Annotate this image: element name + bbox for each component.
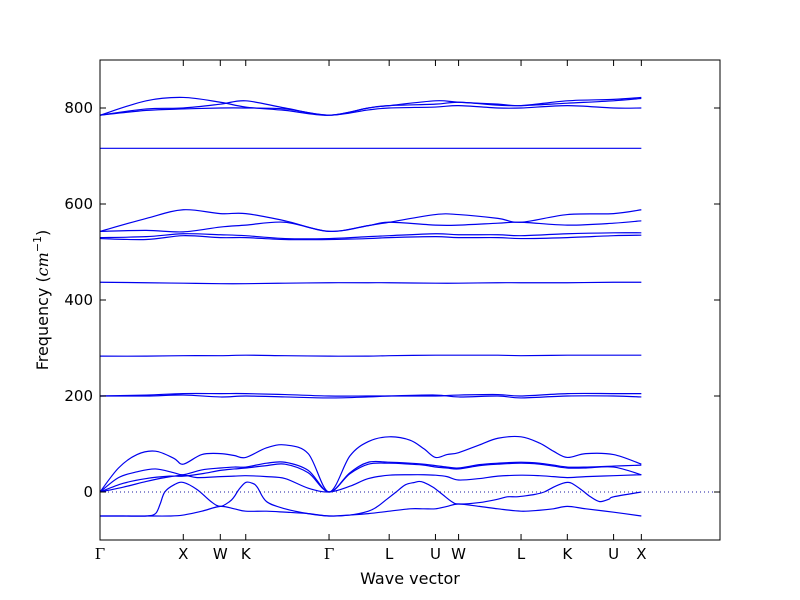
branch-13: [99, 232, 642, 240]
y-tick-label: 0: [83, 483, 93, 501]
x-tick-label: X: [178, 545, 188, 563]
y-tick-label: 800: [64, 99, 93, 117]
y-axis-title: Frequency (cm−1): [31, 230, 52, 371]
branch-11: [99, 209, 642, 233]
branch-9: [99, 354, 642, 357]
series-layer: [99, 96, 642, 517]
x-tick-label: Γ: [324, 545, 334, 563]
x-tick-label: X: [636, 545, 646, 563]
y-tick-label: 400: [64, 291, 93, 309]
x-tick-label: W: [213, 545, 228, 563]
branch-14: [99, 234, 642, 241]
x-axis-title: Wave vector: [360, 569, 460, 588]
branch-8: [99, 394, 642, 399]
branch-18: [99, 104, 642, 116]
y-tick-label: 200: [64, 387, 93, 405]
x-tick-label: W: [451, 545, 466, 563]
x-tick-label: U: [430, 545, 441, 563]
x-tick-label: L: [385, 545, 394, 563]
branch-1: [99, 435, 642, 493]
y-axis-title-unit-exponent: −1: [31, 236, 44, 252]
branch-6: [99, 503, 642, 517]
branch-10: [99, 281, 642, 285]
y-ticks: 0 200 400 600 800: [64, 99, 720, 501]
branch-3: [99, 462, 642, 493]
x-tick-label: U: [608, 545, 619, 563]
y-tick-label: 600: [64, 195, 93, 213]
x-tick-label: K: [562, 545, 573, 563]
x-tick-label: K: [241, 545, 252, 563]
y-axis-title-unit: cm: [33, 252, 52, 276]
plot-background: [100, 60, 720, 540]
x-tick-label: L: [517, 545, 526, 563]
branch-17: [99, 97, 642, 116]
x-tick-label: Γ: [95, 545, 105, 563]
branch-4: [99, 474, 642, 493]
y-axis-title-suffix: ): [33, 230, 52, 236]
y-axis-title-prefix: Frequency (: [33, 276, 52, 370]
branch-12: [99, 220, 642, 233]
